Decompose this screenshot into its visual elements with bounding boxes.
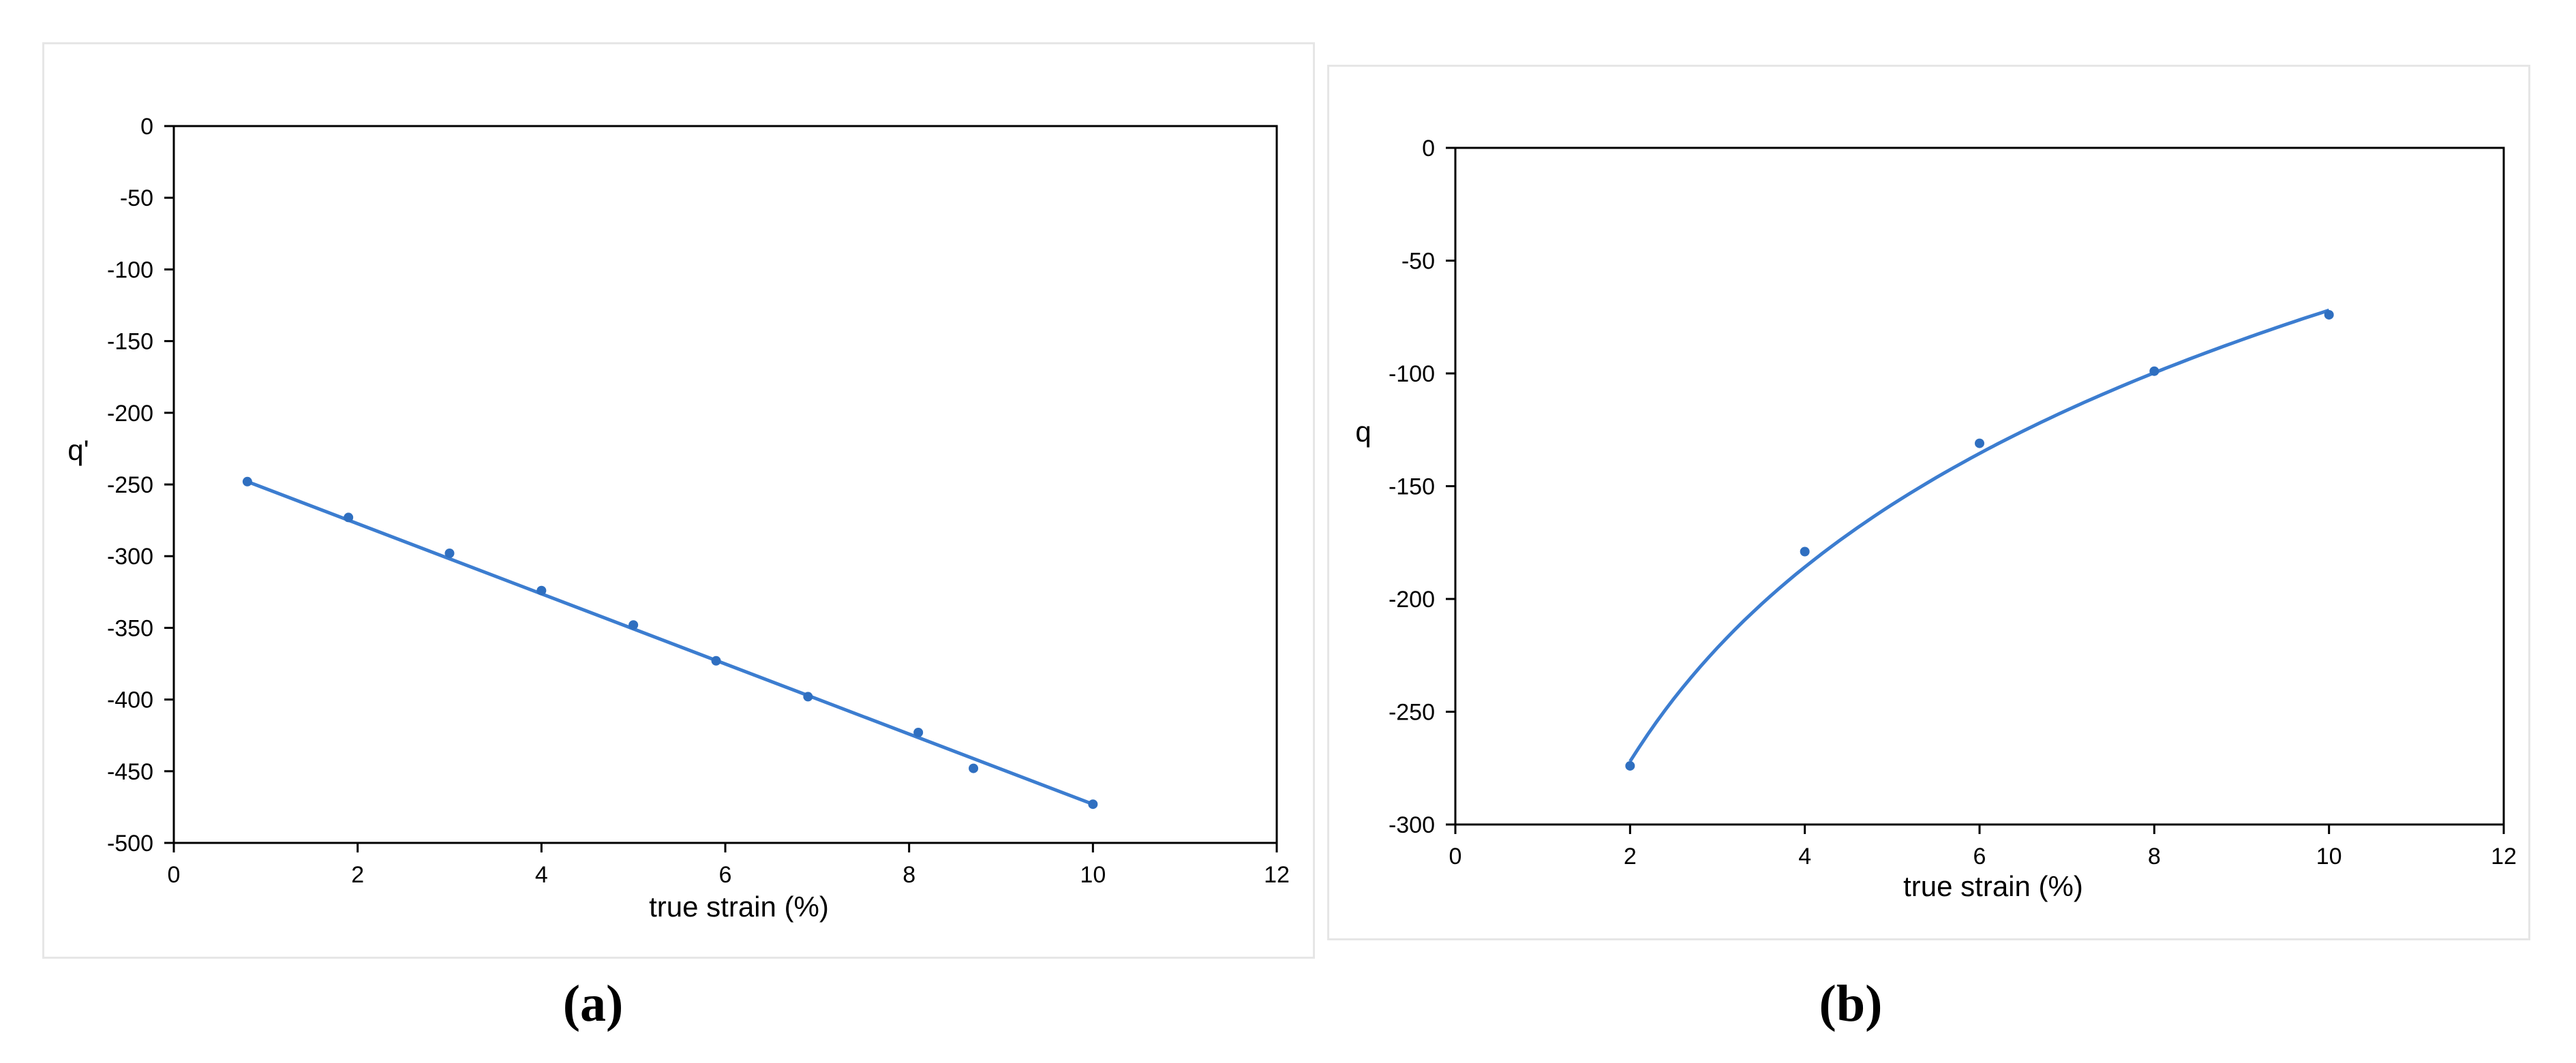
data-point-b [1800, 546, 1810, 557]
x-tick-label-b: 6 [1973, 844, 1986, 869]
y-tick-label-a: -200 [107, 401, 153, 427]
y-tick-label-a: 0 [140, 114, 153, 140]
y-tick-label-a: -500 [107, 831, 153, 857]
chart-a-frame [42, 42, 1315, 959]
data-point-a [344, 512, 354, 523]
data-point-a [628, 620, 639, 630]
y-tick-label-a: -50 [120, 185, 153, 211]
y-tick-label-a: -450 [107, 759, 153, 785]
x-tick-label-b: 12 [2491, 844, 2517, 869]
y-tick-label-a: -400 [107, 688, 153, 713]
x-tick-label-a: 12 [1264, 862, 1290, 888]
y-tick-label-b: -100 [1389, 361, 1435, 387]
trendline-a [246, 480, 1094, 806]
panel-label-b: (b) [1819, 975, 1883, 1032]
y-tick-label-a: -150 [107, 329, 153, 355]
y-tick-label-b: -250 [1389, 700, 1435, 726]
x-tick-label-b: 2 [1624, 844, 1637, 869]
y-axis-label-a: q' [67, 434, 89, 466]
x-axis-label-a: true strain (%) [649, 891, 829, 923]
y-tick-label-b: -300 [1389, 812, 1435, 838]
x-axis-label-b: true strain (%) [1903, 870, 2083, 902]
x-tick-label-b: 4 [1798, 844, 1811, 869]
x-tick-label-b: 0 [1449, 844, 1462, 869]
trendline-b [1628, 308, 2330, 762]
y-tick-label-b: -150 [1389, 474, 1435, 500]
x-tick-label-a: 8 [903, 862, 915, 888]
chart-b-frame [1327, 65, 2530, 940]
data-point-a [711, 656, 721, 666]
y-tick-label-b: -50 [1401, 249, 1435, 275]
data-point-b [2324, 309, 2334, 320]
data-point-a [969, 763, 979, 773]
y-tick-label-b: -200 [1389, 587, 1435, 613]
y-tick-label-a: -100 [107, 257, 153, 283]
panel-label-a: (a) [562, 975, 624, 1032]
data-point-a [444, 548, 455, 558]
data-point-a [803, 692, 813, 702]
y-axis-label-b: q [1355, 416, 1371, 448]
data-point-b [2149, 366, 2160, 376]
y-tick-label-a: -350 [107, 615, 153, 641]
data-point-a [536, 585, 547, 596]
data-point-b [1975, 438, 1984, 448]
data-point-a [1088, 799, 1098, 810]
data-point-b [1625, 760, 1635, 771]
x-tick-label-a: 10 [1080, 862, 1106, 888]
x-tick-label-a: 2 [351, 862, 364, 888]
plot-area-b [1454, 147, 2505, 826]
x-tick-label-a: 4 [535, 862, 548, 888]
y-tick-label-a: -300 [107, 544, 153, 570]
data-point-a [913, 727, 924, 737]
x-tick-label-a: 6 [719, 862, 732, 888]
y-tick-label-b: 0 [1422, 136, 1435, 161]
x-tick-label-b: 10 [2316, 844, 2342, 869]
x-tick-label-b: 8 [2148, 844, 2161, 869]
plot-area-a [172, 125, 1278, 844]
x-tick-label-a: 0 [168, 862, 181, 888]
y-tick-label-a: -250 [107, 472, 153, 498]
data-point-a [242, 476, 252, 487]
